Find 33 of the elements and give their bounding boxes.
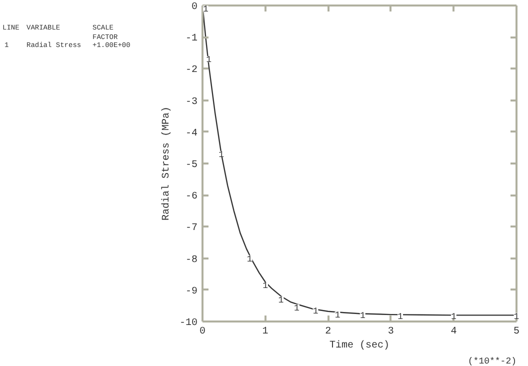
- x-tick-label: 1: [262, 326, 268, 338]
- y-tick-label: 0: [192, 2, 198, 13]
- y-tick-label: -1: [186, 34, 198, 45]
- x-tick-label: 4: [450, 326, 457, 338]
- y-axis-title: Radial Stress (MPa): [160, 106, 172, 221]
- y-tick-label: -2: [186, 65, 198, 76]
- annotation: 1: [206, 55, 212, 66]
- annotation: 1: [218, 150, 224, 160]
- annotation: 1: [334, 310, 340, 321]
- y-tick-label: -9: [186, 286, 198, 298]
- x-tick-label: 3: [388, 326, 394, 338]
- annotation: 1: [246, 254, 252, 264]
- annotation: 1: [451, 312, 456, 322]
- text: (*10**-2): [468, 356, 516, 366]
- annotation: 1: [514, 312, 520, 322]
- annotation: 1: [262, 281, 268, 292]
- y-tick-label: -7: [186, 223, 198, 234]
- y-tick-label: -10: [179, 318, 198, 329]
- x-tick-label: 5: [514, 326, 520, 338]
- annotation: 1: [360, 311, 366, 322]
- y-tick-label: -6: [186, 192, 198, 203]
- y-tick-label: -4: [186, 128, 198, 140]
- annotation: 1: [398, 312, 404, 322]
- y-tick-label: -5: [186, 160, 198, 171]
- y-tick-label: -3: [186, 96, 198, 108]
- y-tick-label: -8: [186, 254, 198, 266]
- x-tick-label: 2: [325, 326, 332, 338]
- annotation: 1: [278, 295, 284, 306]
- annotation: 1: [312, 306, 318, 316]
- x-axis-title: Time (sec): [329, 340, 390, 352]
- annotation: 1: [294, 303, 300, 314]
- x-tick-label: 0: [200, 326, 206, 338]
- annotation: 1: [202, 4, 208, 15]
